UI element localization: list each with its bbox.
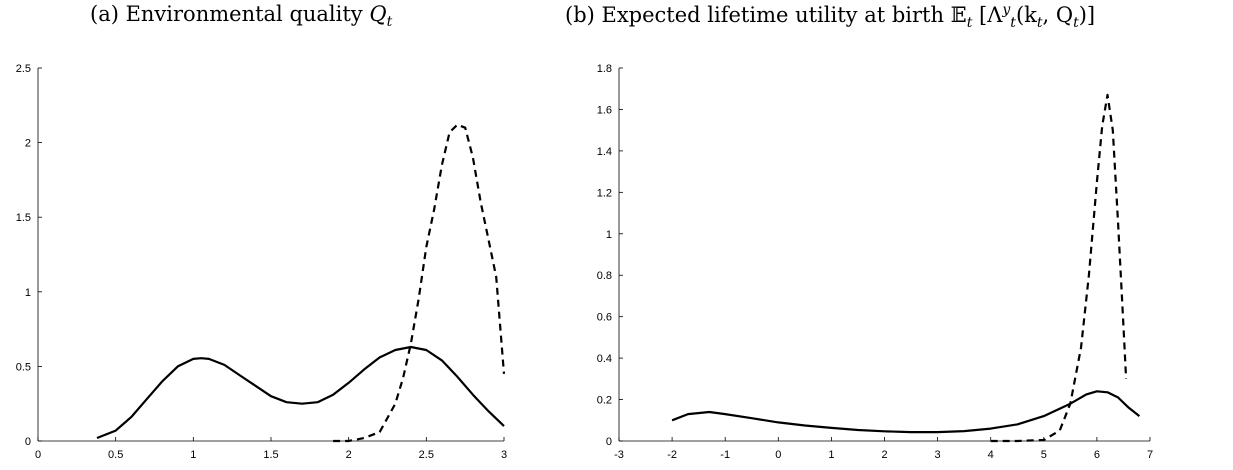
chart-a-y-tick-label: 1 [25,287,31,299]
chart-a-x-tick-label: 2 [346,449,352,461]
chart-a-series-solid-line [96,345,505,440]
chart-b-x-tick-label: 4 [988,449,994,461]
chart-a-y-tick-label: 0.5 [16,361,31,373]
chart-b-x-tick-label: 0 [775,449,781,461]
chart-a-series-dashed-line [333,123,506,443]
chart-b-x-tick-label: 6 [1094,449,1100,461]
chart-a-x-tick-label: 0.5 [108,449,123,461]
chart-b-series-dashed-line [990,93,1128,443]
chart-b-y-tick-label: 1.6 [597,104,612,116]
chart-b-x-tick-label: -2 [667,449,677,461]
chart-a-y-tick-label: 2.5 [16,63,31,75]
chart-b-y-tick-label: 1.2 [597,187,612,199]
chart-b-y-tick-label: 1.4 [597,146,612,158]
chart-b-y-tick-label: 1.8 [597,63,612,75]
chart-a-y-tick-label: 0 [25,436,31,448]
chart-b-y-tick-label: 0.4 [597,353,612,365]
chart-a-x-tick-label: 1 [190,449,196,461]
chart-b-y-tick-label: 0.6 [597,312,612,324]
chart-b-title: (b) Expected lifetime utility at birth 𝔼… [565,2,1096,32]
chart-b-y-tick-label: 1 [606,229,612,241]
chart-b-x-tick-label: 2 [881,449,887,461]
chart-a-x-tick-label: 1.5 [263,449,278,461]
chart-b-x-tick-label: 5 [1041,449,1047,461]
chart-b-x-tick-label: -3 [614,449,624,461]
chart-b-y-tick-label: 0 [606,436,612,448]
chart-b-y-tick-label: 0.8 [597,270,612,282]
chart-a-x-tick-label: 3 [501,449,507,461]
chart-b-x-tick-label: 3 [935,449,941,461]
chart-a-x-tick-label: 0 [35,449,41,461]
chart-a-title: (a) Environmental quality Qt [90,2,393,31]
chart-a-y-tick-label: 1.5 [16,212,31,224]
chart-b-y-tick-label: 0.2 [597,395,612,407]
chart-b-x-tick-label: 1 [828,449,834,461]
chart-b-x-tick-label: -1 [720,449,730,461]
chart-a-y-tick-label: 2 [25,138,31,150]
chart-a-x-tick-label: 2.5 [419,449,434,461]
chart-b-series-solid-line [671,390,1141,434]
chart-b-x-tick-label: 7 [1147,449,1153,461]
